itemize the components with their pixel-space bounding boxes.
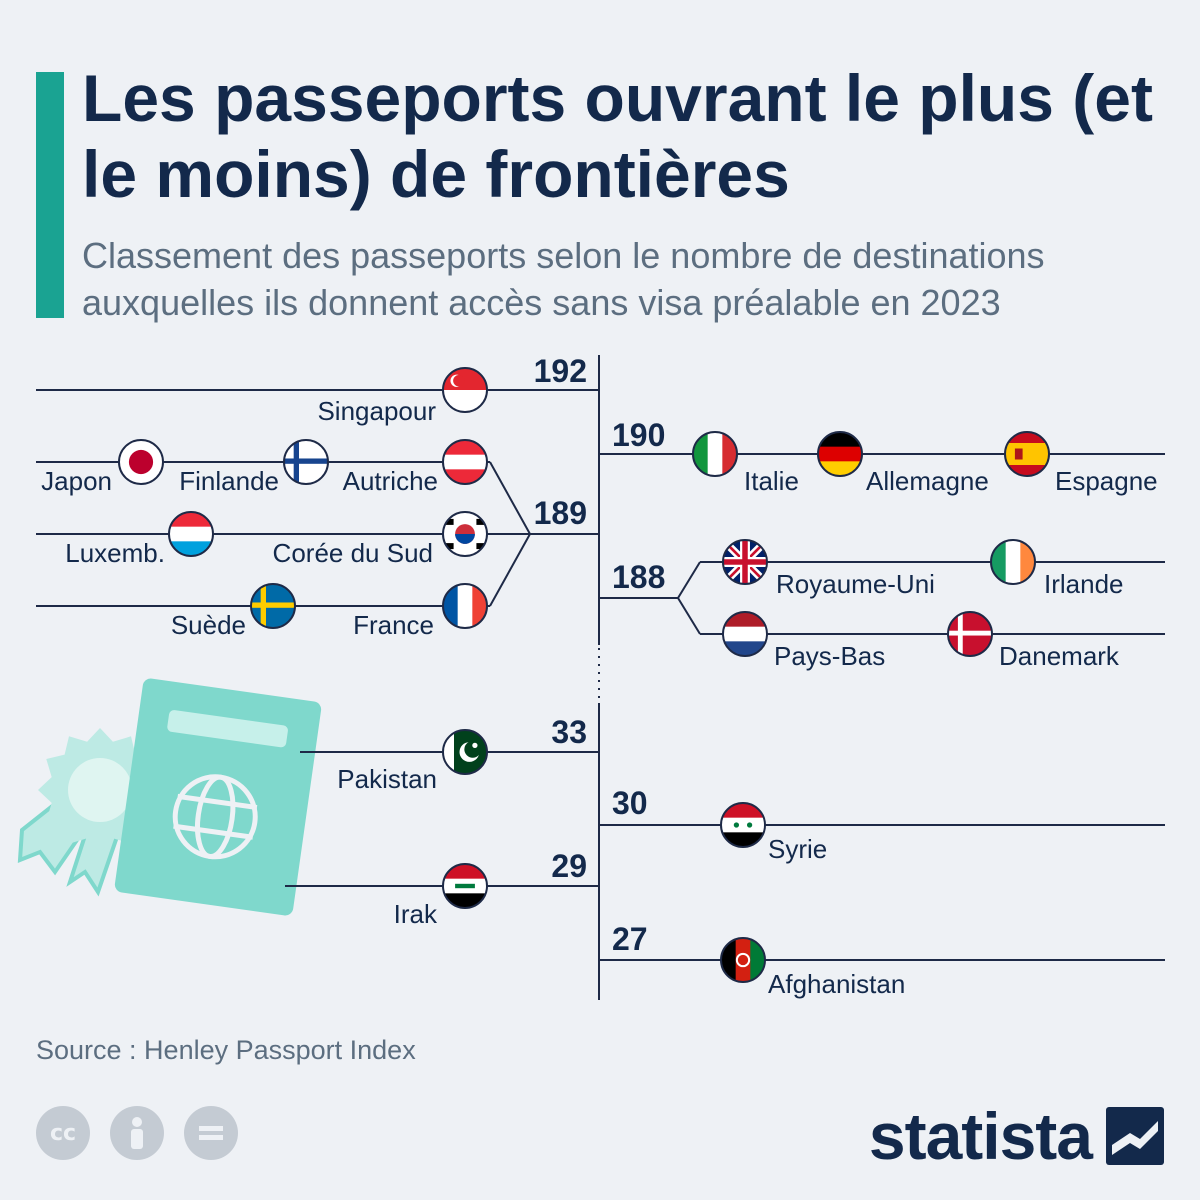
country-label: France: [353, 610, 434, 640]
passport-icon: [114, 678, 322, 916]
country-label: Irlande: [1044, 569, 1124, 599]
value-label: 29: [551, 848, 587, 884]
afghanistan-flag-icon: [720, 937, 766, 983]
split-188: [676, 561, 701, 635]
country-label: Suède: [171, 610, 246, 640]
page-subtitle: Classement des passeports selon le nombr…: [82, 235, 1045, 323]
accent-bar: [36, 72, 64, 318]
value-label: 30: [612, 785, 648, 821]
value-label: 33: [551, 714, 587, 750]
syrie-flag-icon: [720, 802, 766, 848]
country-label: Pakistan: [337, 764, 437, 794]
country-label: Japon: [41, 466, 112, 496]
country-label: Pays-Bas: [774, 641, 885, 671]
irlande-flag-icon: [990, 539, 1036, 585]
value-label: 27: [612, 921, 648, 957]
finlande-flag-icon: [283, 439, 329, 485]
danemark-flag-icon: [947, 611, 993, 657]
italie-flag-icon: [692, 431, 738, 477]
country-label: Royaume-Uni: [776, 569, 935, 599]
japon-flag-icon: [118, 439, 164, 485]
country-label: Finlande: [179, 466, 279, 496]
country-label: Autriche: [343, 466, 438, 496]
no-derivatives-icon[interactable]: [184, 1106, 238, 1160]
country-label: Singapour: [317, 396, 436, 426]
license-icons: cc: [36, 1106, 238, 1160]
value-label: 189: [534, 495, 587, 531]
attribution-icon[interactable]: [110, 1106, 164, 1160]
value-label: 192: [534, 353, 587, 389]
value-label: 190: [612, 417, 665, 453]
statista-brand[interactable]: statista: [869, 1098, 1164, 1174]
singapour-flag-icon: [442, 367, 488, 413]
country-label: Danemark: [999, 641, 1120, 671]
allemagne-flag-icon: [817, 431, 863, 477]
country-label: Luxemb.: [65, 538, 165, 568]
country-label: Allemagne: [866, 466, 989, 496]
value-label: 188: [612, 559, 665, 595]
country-label: Irak: [394, 899, 438, 929]
country-label: Afghanistan: [768, 969, 905, 999]
pakistan-flag-icon: [442, 729, 488, 775]
page-title: Les passeports ouvrant le plus (et le mo…: [82, 61, 1153, 211]
suede-flag-icon: [250, 583, 296, 629]
royaume-uni-flag-icon: [722, 539, 768, 585]
country-label: Espagne: [1055, 466, 1158, 496]
espagne-flag-icon: [1004, 431, 1050, 477]
autriche-flag-icon: [442, 439, 488, 485]
france-flag-icon: [442, 583, 488, 629]
statista-logo-icon: [1106, 1107, 1164, 1165]
irak-flag-icon: [442, 863, 488, 909]
cc-icon[interactable]: cc: [36, 1106, 90, 1160]
coree-du-sud-flag-icon: [442, 511, 488, 557]
passport-illustration: [17, 678, 322, 916]
country-label: Corée du Sud: [273, 538, 433, 568]
country-label: Syrie: [768, 834, 827, 864]
country-label: Italie: [744, 466, 799, 496]
source-note: Source : Henley Passport Index: [36, 1035, 416, 1065]
pays-bas-flag-icon: [722, 611, 768, 657]
luxemb-flag-icon: [168, 511, 214, 557]
brand-name: statista: [868, 1099, 1093, 1173]
